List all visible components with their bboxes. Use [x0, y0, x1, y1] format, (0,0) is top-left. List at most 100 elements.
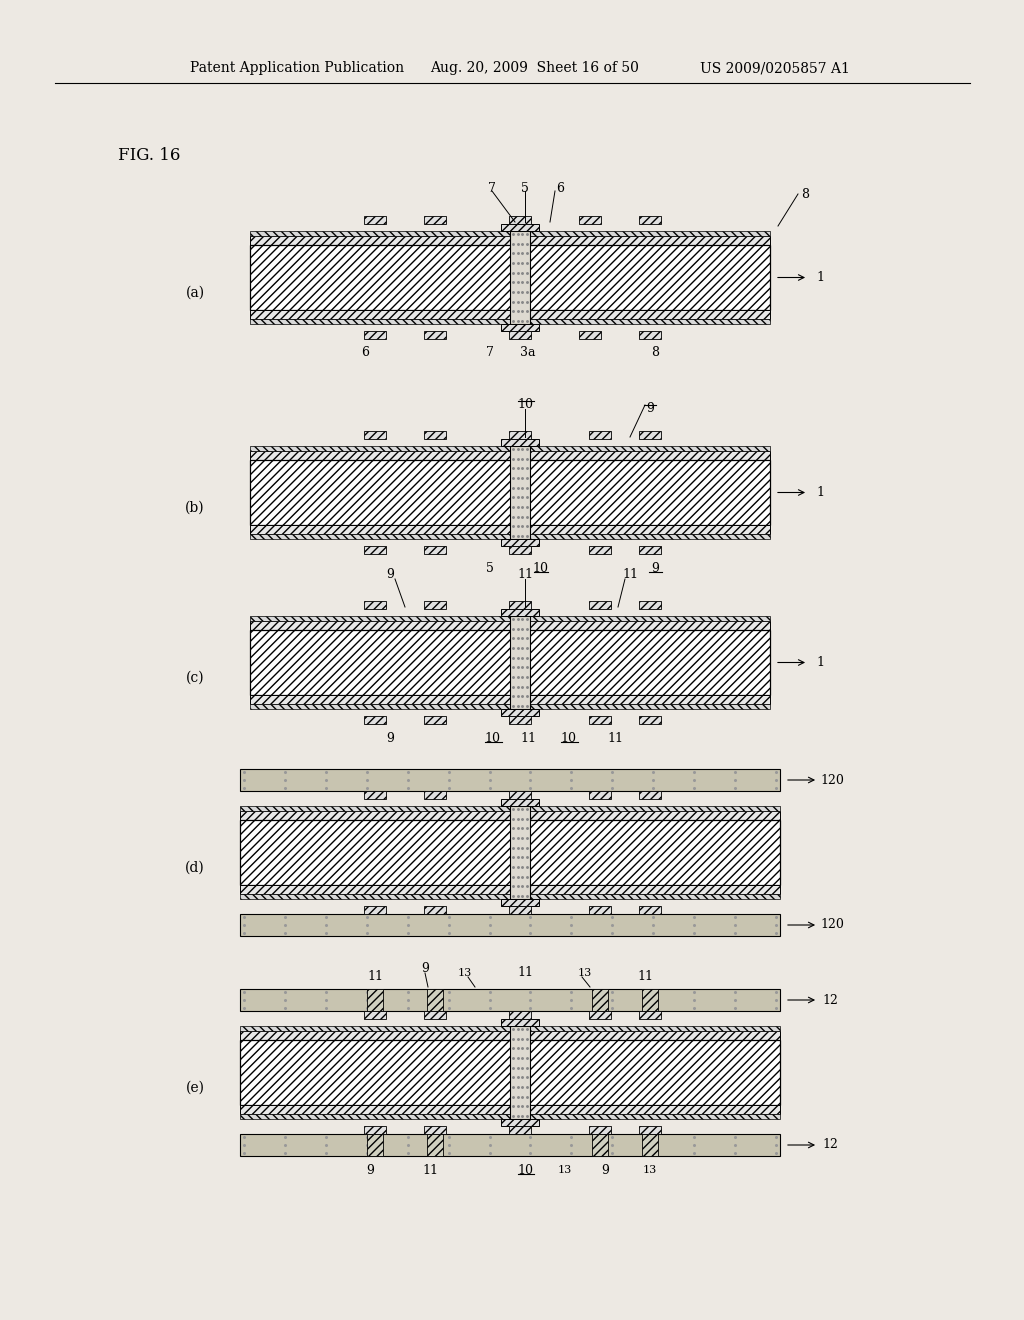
Bar — [364, 906, 386, 913]
Bar — [592, 989, 608, 1011]
Bar — [510, 1026, 530, 1119]
Text: 13: 13 — [558, 1166, 572, 1175]
Text: 10: 10 — [484, 731, 500, 744]
Bar — [509, 432, 531, 440]
Bar — [240, 820, 780, 884]
Text: 9: 9 — [386, 731, 394, 744]
Bar — [639, 715, 662, 723]
Bar — [501, 799, 539, 807]
Bar — [427, 1134, 443, 1156]
Text: 12: 12 — [822, 994, 838, 1006]
Bar — [509, 1011, 531, 1019]
Bar — [364, 1011, 386, 1019]
Text: Aug. 20, 2009  Sheet 16 of 50: Aug. 20, 2009 Sheet 16 of 50 — [430, 61, 639, 75]
Text: 10: 10 — [560, 731, 575, 744]
Bar — [510, 616, 530, 709]
Bar — [501, 224, 539, 231]
Bar — [250, 246, 770, 310]
Text: 11: 11 — [422, 1163, 438, 1176]
Text: 1: 1 — [816, 486, 824, 499]
Bar — [589, 601, 611, 609]
Bar — [509, 791, 531, 799]
Text: (c): (c) — [185, 671, 205, 685]
Text: 11: 11 — [637, 970, 653, 983]
Bar — [250, 620, 770, 630]
Bar — [424, 1011, 446, 1019]
Bar — [364, 1126, 386, 1134]
Bar — [250, 236, 770, 246]
Bar — [240, 1105, 780, 1114]
Bar — [250, 231, 770, 236]
Bar — [424, 791, 446, 799]
Bar — [250, 704, 770, 709]
Text: 11: 11 — [517, 569, 534, 582]
Text: 3a: 3a — [520, 346, 536, 359]
Text: 10: 10 — [517, 1163, 534, 1176]
Bar — [250, 451, 770, 459]
Bar — [424, 331, 446, 339]
Text: 6: 6 — [361, 346, 369, 359]
Bar — [240, 770, 780, 791]
Bar — [424, 216, 446, 224]
Bar — [509, 331, 531, 339]
Bar — [509, 546, 531, 554]
Text: 7: 7 — [488, 181, 496, 194]
Text: 120: 120 — [820, 774, 844, 787]
Text: 5: 5 — [486, 561, 494, 574]
Text: 5: 5 — [521, 181, 529, 194]
Bar — [579, 216, 601, 224]
Bar — [367, 989, 383, 1011]
Bar — [639, 601, 662, 609]
Bar — [250, 310, 770, 319]
Bar — [501, 709, 539, 715]
Text: 9: 9 — [421, 962, 429, 975]
Text: 11: 11 — [517, 966, 534, 979]
Bar — [501, 539, 539, 546]
Bar — [642, 989, 658, 1011]
Bar — [240, 1134, 780, 1156]
Text: (b): (b) — [185, 500, 205, 515]
Text: 9: 9 — [386, 569, 394, 582]
Bar — [240, 913, 780, 936]
Bar — [250, 459, 770, 525]
Text: 13: 13 — [578, 968, 592, 978]
Bar — [240, 1031, 780, 1040]
Text: 1: 1 — [816, 656, 824, 669]
Text: 11: 11 — [520, 731, 536, 744]
Bar — [240, 884, 780, 894]
Bar — [240, 1114, 780, 1119]
Bar — [250, 525, 770, 535]
Bar — [509, 715, 531, 723]
Bar — [427, 989, 443, 1011]
Text: 9: 9 — [601, 1163, 609, 1176]
Bar — [424, 432, 446, 440]
Bar — [250, 319, 770, 323]
Bar — [501, 1119, 539, 1126]
Bar — [240, 894, 780, 899]
Text: 120: 120 — [820, 919, 844, 932]
Bar — [501, 609, 539, 616]
Bar — [589, 546, 611, 554]
Text: 10: 10 — [532, 561, 548, 574]
Bar — [510, 807, 530, 899]
Text: 11: 11 — [607, 731, 623, 744]
Bar — [250, 696, 770, 704]
Bar — [639, 331, 662, 339]
Bar — [250, 446, 770, 451]
Text: (a): (a) — [185, 285, 205, 300]
Bar — [592, 1134, 608, 1156]
Text: 8: 8 — [651, 346, 659, 359]
Bar — [424, 906, 446, 913]
Text: 9: 9 — [366, 1163, 374, 1176]
Bar — [424, 1126, 446, 1134]
Bar — [589, 791, 611, 799]
Bar — [250, 630, 770, 696]
Bar — [501, 1019, 539, 1026]
Text: US 2009/0205857 A1: US 2009/0205857 A1 — [700, 61, 850, 75]
Text: 9: 9 — [646, 403, 654, 416]
Bar — [367, 1134, 383, 1156]
Bar — [642, 1134, 658, 1156]
Bar — [509, 216, 531, 224]
Bar — [501, 323, 539, 331]
Text: (d): (d) — [185, 861, 205, 874]
